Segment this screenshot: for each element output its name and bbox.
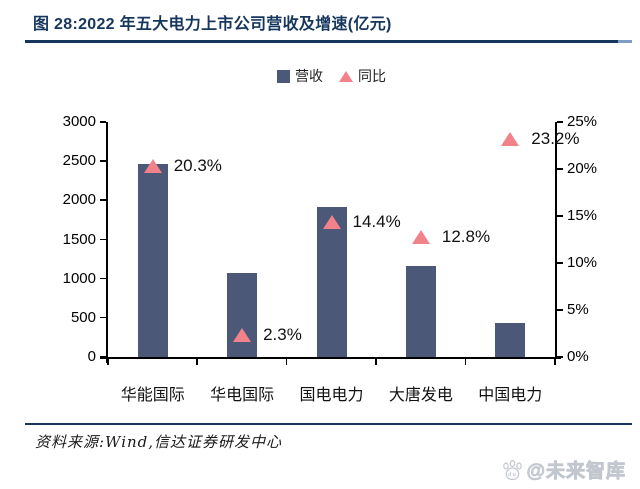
y2-axis-tick <box>557 309 563 311</box>
x-axis-tick <box>375 357 377 365</box>
x-axis-category-label: 华能国际 <box>120 387 185 404</box>
y-axis-tick <box>100 121 106 123</box>
legend-item-yoy: 同比 <box>339 66 386 86</box>
y-axis-tick-label: 500 <box>70 308 96 326</box>
y-axis-tick <box>100 277 106 280</box>
y-axis-tick <box>100 238 106 240</box>
y2-axis-tick-label: 25% <box>567 113 598 130</box>
growth-value-label: 2.3% <box>263 325 302 345</box>
title-divider <box>25 40 632 43</box>
y2-axis-tick-label: 15% <box>567 207 598 224</box>
watermark-text: @未来智库 <box>526 461 626 483</box>
figure-title: 图 28:2022 年五大电力上市公司营收及增速(亿元) <box>33 16 392 33</box>
y2-axis-tick <box>557 215 563 217</box>
x-axis-category-label: 大唐发电 <box>388 387 453 404</box>
growth-value-label: 12.8% <box>441 226 491 246</box>
y-axis-tick-label: 0 <box>87 348 96 365</box>
title-divider-endcap <box>618 40 632 43</box>
yoy-triangle-icon <box>339 70 353 82</box>
y2-axis-line <box>555 122 557 359</box>
legend-item-revenue: 营收 <box>277 66 323 86</box>
chart-legend: 营收 同比 <box>108 66 555 86</box>
source-note: 资料来源:Wind,信达证券研发中心 <box>35 433 283 451</box>
x-axis-tick <box>464 357 467 365</box>
y2-axis-tick-label: 20% <box>567 160 598 177</box>
growth-marker <box>411 229 430 244</box>
revenue-bar <box>316 206 347 357</box>
y-axis-tick-label: 1500 <box>62 230 96 248</box>
growth-marker <box>501 131 520 146</box>
x-axis-tick <box>285 357 288 365</box>
y-axis-tick-label: 3000 <box>62 113 96 130</box>
y-axis-tick-label: 2500 <box>62 152 96 170</box>
baidu-paw-icon: du <box>503 459 523 480</box>
y-axis-tick-label: 2000 <box>62 191 96 209</box>
revenue-bar <box>137 163 168 357</box>
x-axis-category-label: 华电国际 <box>210 387 275 404</box>
y2-axis-tick <box>557 262 563 264</box>
growth-marker <box>143 159 162 174</box>
y-axis-tick <box>100 199 106 201</box>
x-axis-tick <box>107 357 109 365</box>
legend-label-revenue: 营收 <box>295 68 323 84</box>
x-axis-category-label: 国电电力 <box>299 387 364 404</box>
revenue-bar <box>227 273 258 357</box>
y-axis-tick <box>100 316 106 319</box>
y-axis-tick <box>100 160 106 162</box>
growth-marker <box>233 328 252 343</box>
y2-axis-tick <box>557 356 563 358</box>
y-axis-tick <box>100 356 106 358</box>
x-axis-category-label: 中国电力 <box>478 387 543 404</box>
x-axis-line <box>100 357 561 359</box>
x-axis-tick <box>196 357 198 365</box>
y2-axis-tick-label: 5% <box>567 301 589 318</box>
y2-axis-tick <box>557 121 563 123</box>
legend-label-yoy: 同比 <box>358 68 386 84</box>
y-axis-line <box>106 122 108 363</box>
revenue-square-icon <box>277 69 290 83</box>
svg-text:du: du <box>509 472 518 478</box>
growth-marker <box>322 214 341 229</box>
revenue-bar <box>405 266 436 357</box>
x-axis-tick <box>554 357 556 365</box>
watermark: du @未来智库 <box>502 456 626 483</box>
y-axis-tick-label: 1000 <box>62 269 96 287</box>
y2-axis-tick <box>557 168 563 170</box>
footer-divider <box>25 423 632 425</box>
y2-axis-tick-label: 0% <box>567 348 589 365</box>
revenue-bar <box>495 323 526 357</box>
growth-value-label: 20.3% <box>173 156 222 176</box>
growth-value-label: 23.2% <box>531 128 580 148</box>
y2-axis-tick-label: 10% <box>567 254 598 271</box>
growth-value-label: 14.4% <box>352 211 401 231</box>
